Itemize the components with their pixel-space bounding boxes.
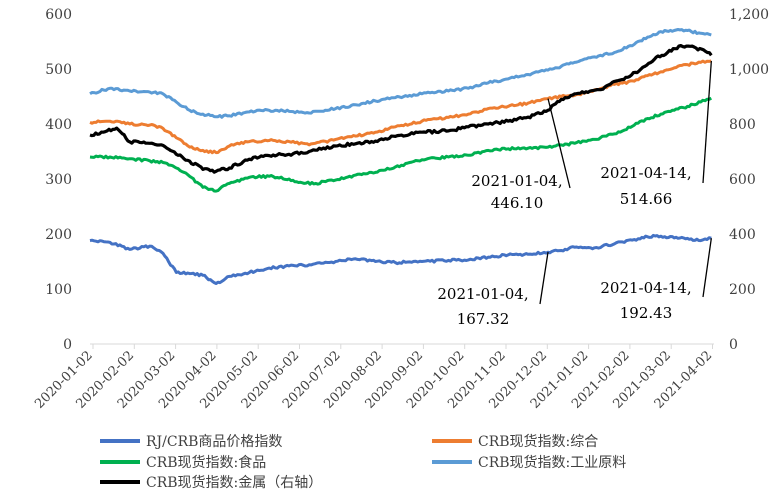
y-left-tick-label: 200 [45, 227, 72, 243]
annotation-value: 514.66 [620, 190, 673, 208]
y-right-tick-label: 400 [729, 227, 756, 243]
legend-label: CRB现货指数:食品 [146, 454, 266, 471]
y-right-tick-label: 0 [729, 337, 738, 353]
y-left-tick-label: 300 [45, 172, 72, 188]
y-left-tick-label: 400 [45, 117, 72, 133]
series-layer [89, 28, 713, 285]
annotation-leader-line [702, 60, 712, 184]
legend-label: RJ/CRB商品价格指数 [146, 434, 282, 450]
series-line [89, 96, 712, 193]
series-line [89, 28, 712, 119]
annotation-leader-line [702, 238, 712, 298]
y-left-tick-label: 500 [45, 62, 72, 78]
y-left-tick-label: 100 [45, 282, 72, 298]
y-left-tick-label: 600 [45, 7, 72, 23]
y-right-tick-label: 1,200 [729, 7, 769, 23]
annotation-date: 2021-04-14, [600, 164, 691, 182]
series-line [89, 43, 713, 174]
legend-label: CRB现货指数:金属（右轴） [146, 474, 322, 491]
x-axis: 2020-01-022020-02-022020-03-022020-04-02… [32, 344, 715, 412]
series-line [89, 233, 712, 285]
annotation-value: 446.10 [491, 194, 544, 212]
y-right-tick-label: 800 [729, 117, 756, 133]
annotation-date: 2021-01-04, [437, 285, 528, 303]
y-right-axis: 0 200 400 600 800 1,000 1,200 [729, 7, 769, 353]
annotation-layer: 2021-01-04, 446.10 2021-04-14, 514.66 2021-0… [437, 60, 712, 328]
legend: RJ/CRB商品价格指数 CRB现货指数:综合 CRB现货指数:食品 CRB现货指数:… [100, 433, 626, 491]
annotation-leader-line [539, 251, 549, 305]
annotation-date: 2021-04-14, [600, 279, 691, 297]
annotation-leader-line [547, 98, 571, 189]
legend-label: CRB现货指数:工业原料 [478, 454, 626, 471]
y-right-tick-label: 600 [729, 172, 756, 188]
legend-label: CRB现货指数:综合 [478, 433, 598, 450]
y-left-axis: 0 100 200 300 400 500 600 [45, 7, 72, 353]
annotation-value: 167.32 [457, 310, 510, 328]
y-left-tick-label: 0 [63, 337, 72, 353]
annotation-value: 192.43 [620, 304, 673, 322]
annotation-date: 2021-01-04, [471, 172, 562, 190]
y-right-tick-label: 1,000 [729, 62, 769, 78]
y-right-tick-label: 200 [729, 282, 756, 298]
